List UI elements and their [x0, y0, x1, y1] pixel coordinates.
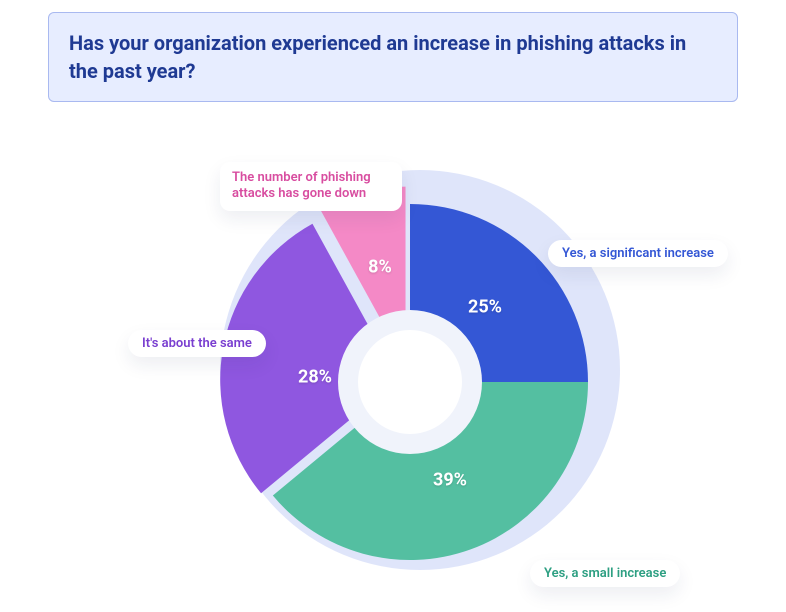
question-box: Has your organization experienced an inc… [48, 12, 738, 102]
slice-callout: Yes, a small increase [530, 560, 680, 587]
page-root: Has your organization experienced an inc… [0, 0, 786, 610]
slice-callout: Yes, a significant increase [548, 240, 728, 267]
slice-callout: The number of phishing attacks has gone … [220, 162, 402, 211]
slice-callout: It's about the same [128, 330, 266, 357]
question-text: Has your organization experienced an inc… [69, 29, 717, 85]
pie-chart: 25%Yes, a significant increase39%Yes, a … [0, 102, 786, 612]
